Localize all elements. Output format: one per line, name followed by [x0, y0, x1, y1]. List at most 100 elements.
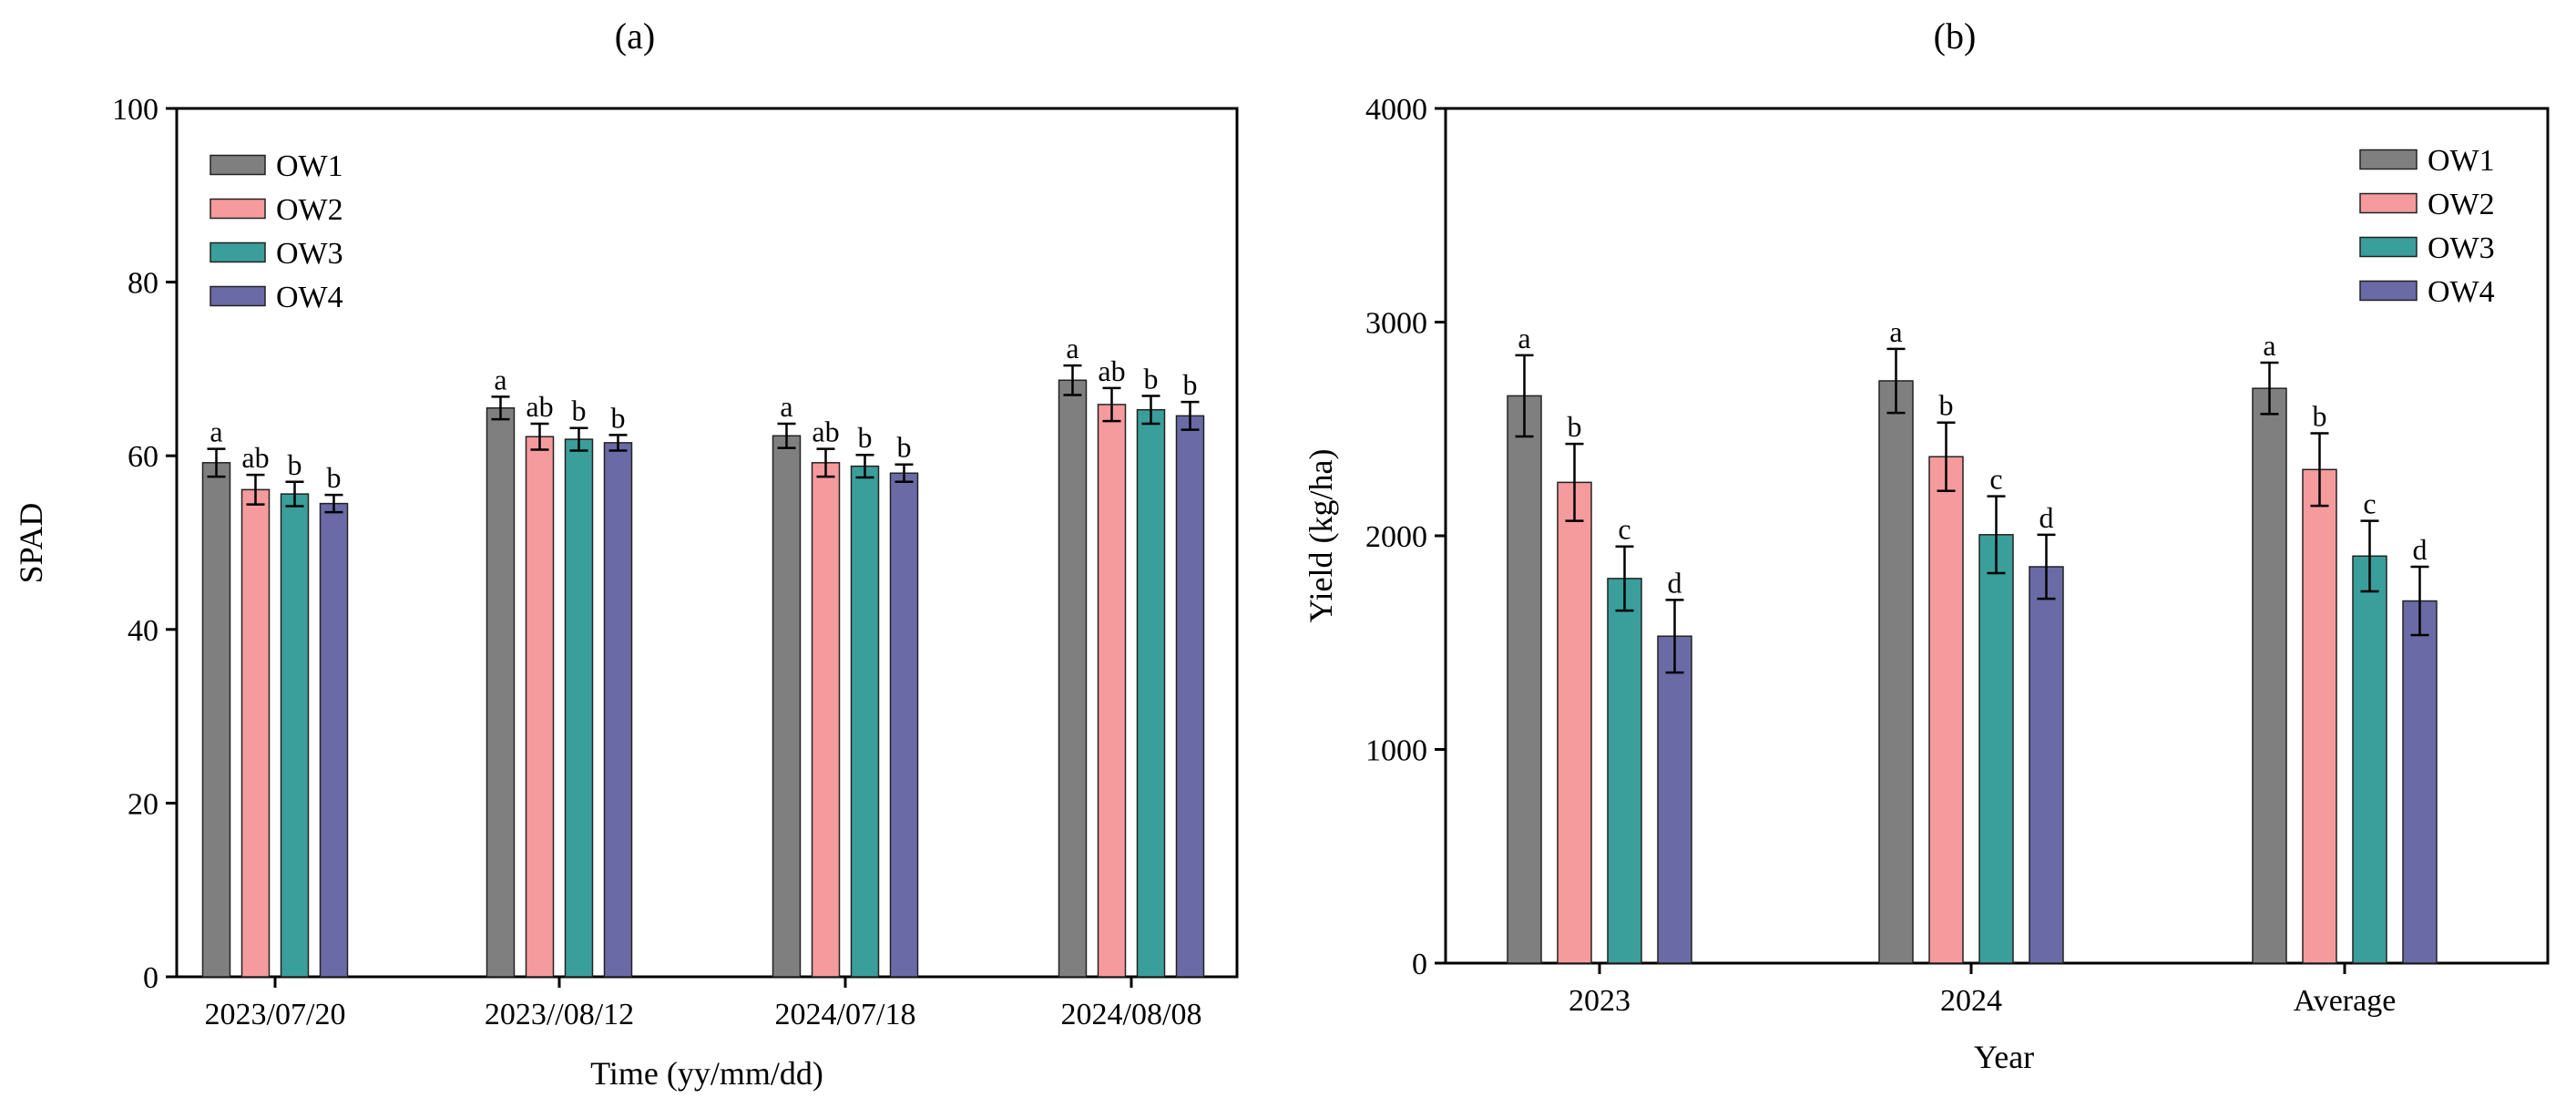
- legend-label: OW1: [276, 149, 343, 183]
- y-tick-label: 1000: [1365, 734, 1427, 768]
- significance-label: c: [1618, 513, 1630, 546]
- bar: [2252, 387, 2287, 964]
- significance-label: ab: [1098, 354, 1125, 387]
- x-tick-label: 2023//08/12: [485, 998, 634, 1031]
- significance-label: a: [1518, 322, 1530, 354]
- bar: [1657, 635, 1692, 964]
- significance-label: a: [1889, 315, 1902, 348]
- bar: [564, 438, 594, 978]
- y-tick-label: 40: [128, 614, 158, 648]
- bar: [2302, 468, 2337, 964]
- bar: [1978, 534, 2014, 964]
- significance-label: a: [210, 416, 222, 448]
- chart-panel-b: (b) 0 1000 2000 3000 4000 2023 a b c d 2024 a b c d Aver…: [1303, 15, 2550, 1075]
- y-tick-label: 80: [128, 267, 158, 301]
- significance-label: a: [494, 363, 506, 395]
- legend-label: OW4: [2428, 275, 2495, 309]
- y-tick-label: 0: [143, 961, 158, 995]
- panel-label: (a): [615, 15, 655, 56]
- bar: [280, 493, 310, 978]
- significance-label: a: [2263, 329, 2275, 362]
- y-tick-label: 4000: [1365, 93, 1427, 127]
- bar: [201, 462, 231, 978]
- significance-label: c: [1989, 463, 2002, 496]
- legend-label: OW4: [276, 281, 343, 314]
- legend-label: OW2: [276, 193, 343, 227]
- bar: [525, 436, 555, 978]
- y-tick-label: 2000: [1365, 520, 1427, 554]
- y-axis-title: Yield (kg/ha): [1303, 449, 1339, 623]
- significance-label: c: [2363, 487, 2376, 520]
- significance-label: b: [858, 421, 873, 454]
- bar: [1557, 481, 1592, 964]
- bar: [1607, 578, 1642, 964]
- legend-label: OW3: [276, 237, 343, 271]
- x-axis-title: Time (yy/mm/dd): [590, 1055, 823, 1092]
- bar: [1175, 415, 1205, 978]
- significance-label: b: [1144, 362, 1159, 395]
- plot-frame: [175, 107, 1239, 979]
- bar: [772, 435, 802, 978]
- legend-swatch: [210, 241, 266, 263]
- panel-label: (b): [1934, 15, 1977, 56]
- bar: [2402, 600, 2438, 964]
- legend-swatch: [210, 198, 266, 220]
- legend-swatch: [2359, 149, 2418, 170]
- legend-label: OW3: [2428, 231, 2495, 265]
- legend-swatch: [210, 154, 266, 176]
- significance-label: d: [2413, 533, 2428, 566]
- x-tick-label: 2024: [1940, 984, 2002, 1018]
- legend-swatch: [210, 285, 266, 307]
- bar: [1136, 408, 1166, 978]
- y-tick-label: 100: [112, 93, 158, 127]
- bar: [889, 472, 919, 978]
- bar: [850, 465, 880, 978]
- y-axis-title: SPAD: [13, 503, 49, 584]
- significance-label: b: [1939, 389, 1954, 422]
- significance-label: b: [572, 395, 587, 427]
- significance-label: ab: [526, 390, 553, 423]
- legend-swatch: [2359, 236, 2418, 258]
- bar: [1928, 456, 1964, 964]
- legend-swatch: [2359, 280, 2418, 302]
- significance-label: d: [2039, 501, 2054, 534]
- bar: [2029, 566, 2064, 964]
- x-tick-label: 2024/08/08: [1061, 998, 1202, 1031]
- bar: [1097, 404, 1127, 978]
- bar: [1878, 380, 1914, 964]
- significance-label: d: [1668, 566, 1682, 599]
- x-tick-label: 2024/07/18: [775, 998, 916, 1031]
- bar: [603, 442, 633, 978]
- y-tick-label: 20: [128, 787, 158, 821]
- bar: [1507, 395, 1542, 964]
- significance-label: b: [2313, 399, 2327, 432]
- bar: [811, 462, 841, 978]
- x-tick-label: 2023: [1569, 984, 1630, 1018]
- significance-label: b: [897, 431, 912, 464]
- significance-label: b: [1568, 410, 1582, 443]
- significance-label: ab: [812, 416, 839, 448]
- x-tick-label: Average: [2294, 984, 2397, 1018]
- significance-label: b: [1183, 368, 1198, 401]
- legend-label: OW2: [2428, 188, 2495, 221]
- bar: [486, 407, 516, 978]
- significance-label: a: [1066, 332, 1078, 364]
- y-tick-label: 60: [128, 440, 158, 474]
- significance-label: ab: [241, 441, 269, 474]
- legend-label: OW1: [2428, 144, 2495, 178]
- y-tick-label: 3000: [1365, 307, 1427, 341]
- bar: [2352, 555, 2387, 964]
- bar: [319, 502, 349, 978]
- y-tick-label: 0: [1412, 948, 1427, 981]
- bar: [240, 488, 271, 978]
- significance-label: a: [780, 390, 792, 423]
- significance-label: b: [327, 461, 342, 494]
- significance-label: b: [611, 401, 626, 434]
- significance-label: b: [288, 448, 302, 481]
- bar: [1058, 379, 1088, 978]
- x-axis-title: Year: [1974, 1039, 2034, 1075]
- legend-swatch: [2359, 192, 2418, 214]
